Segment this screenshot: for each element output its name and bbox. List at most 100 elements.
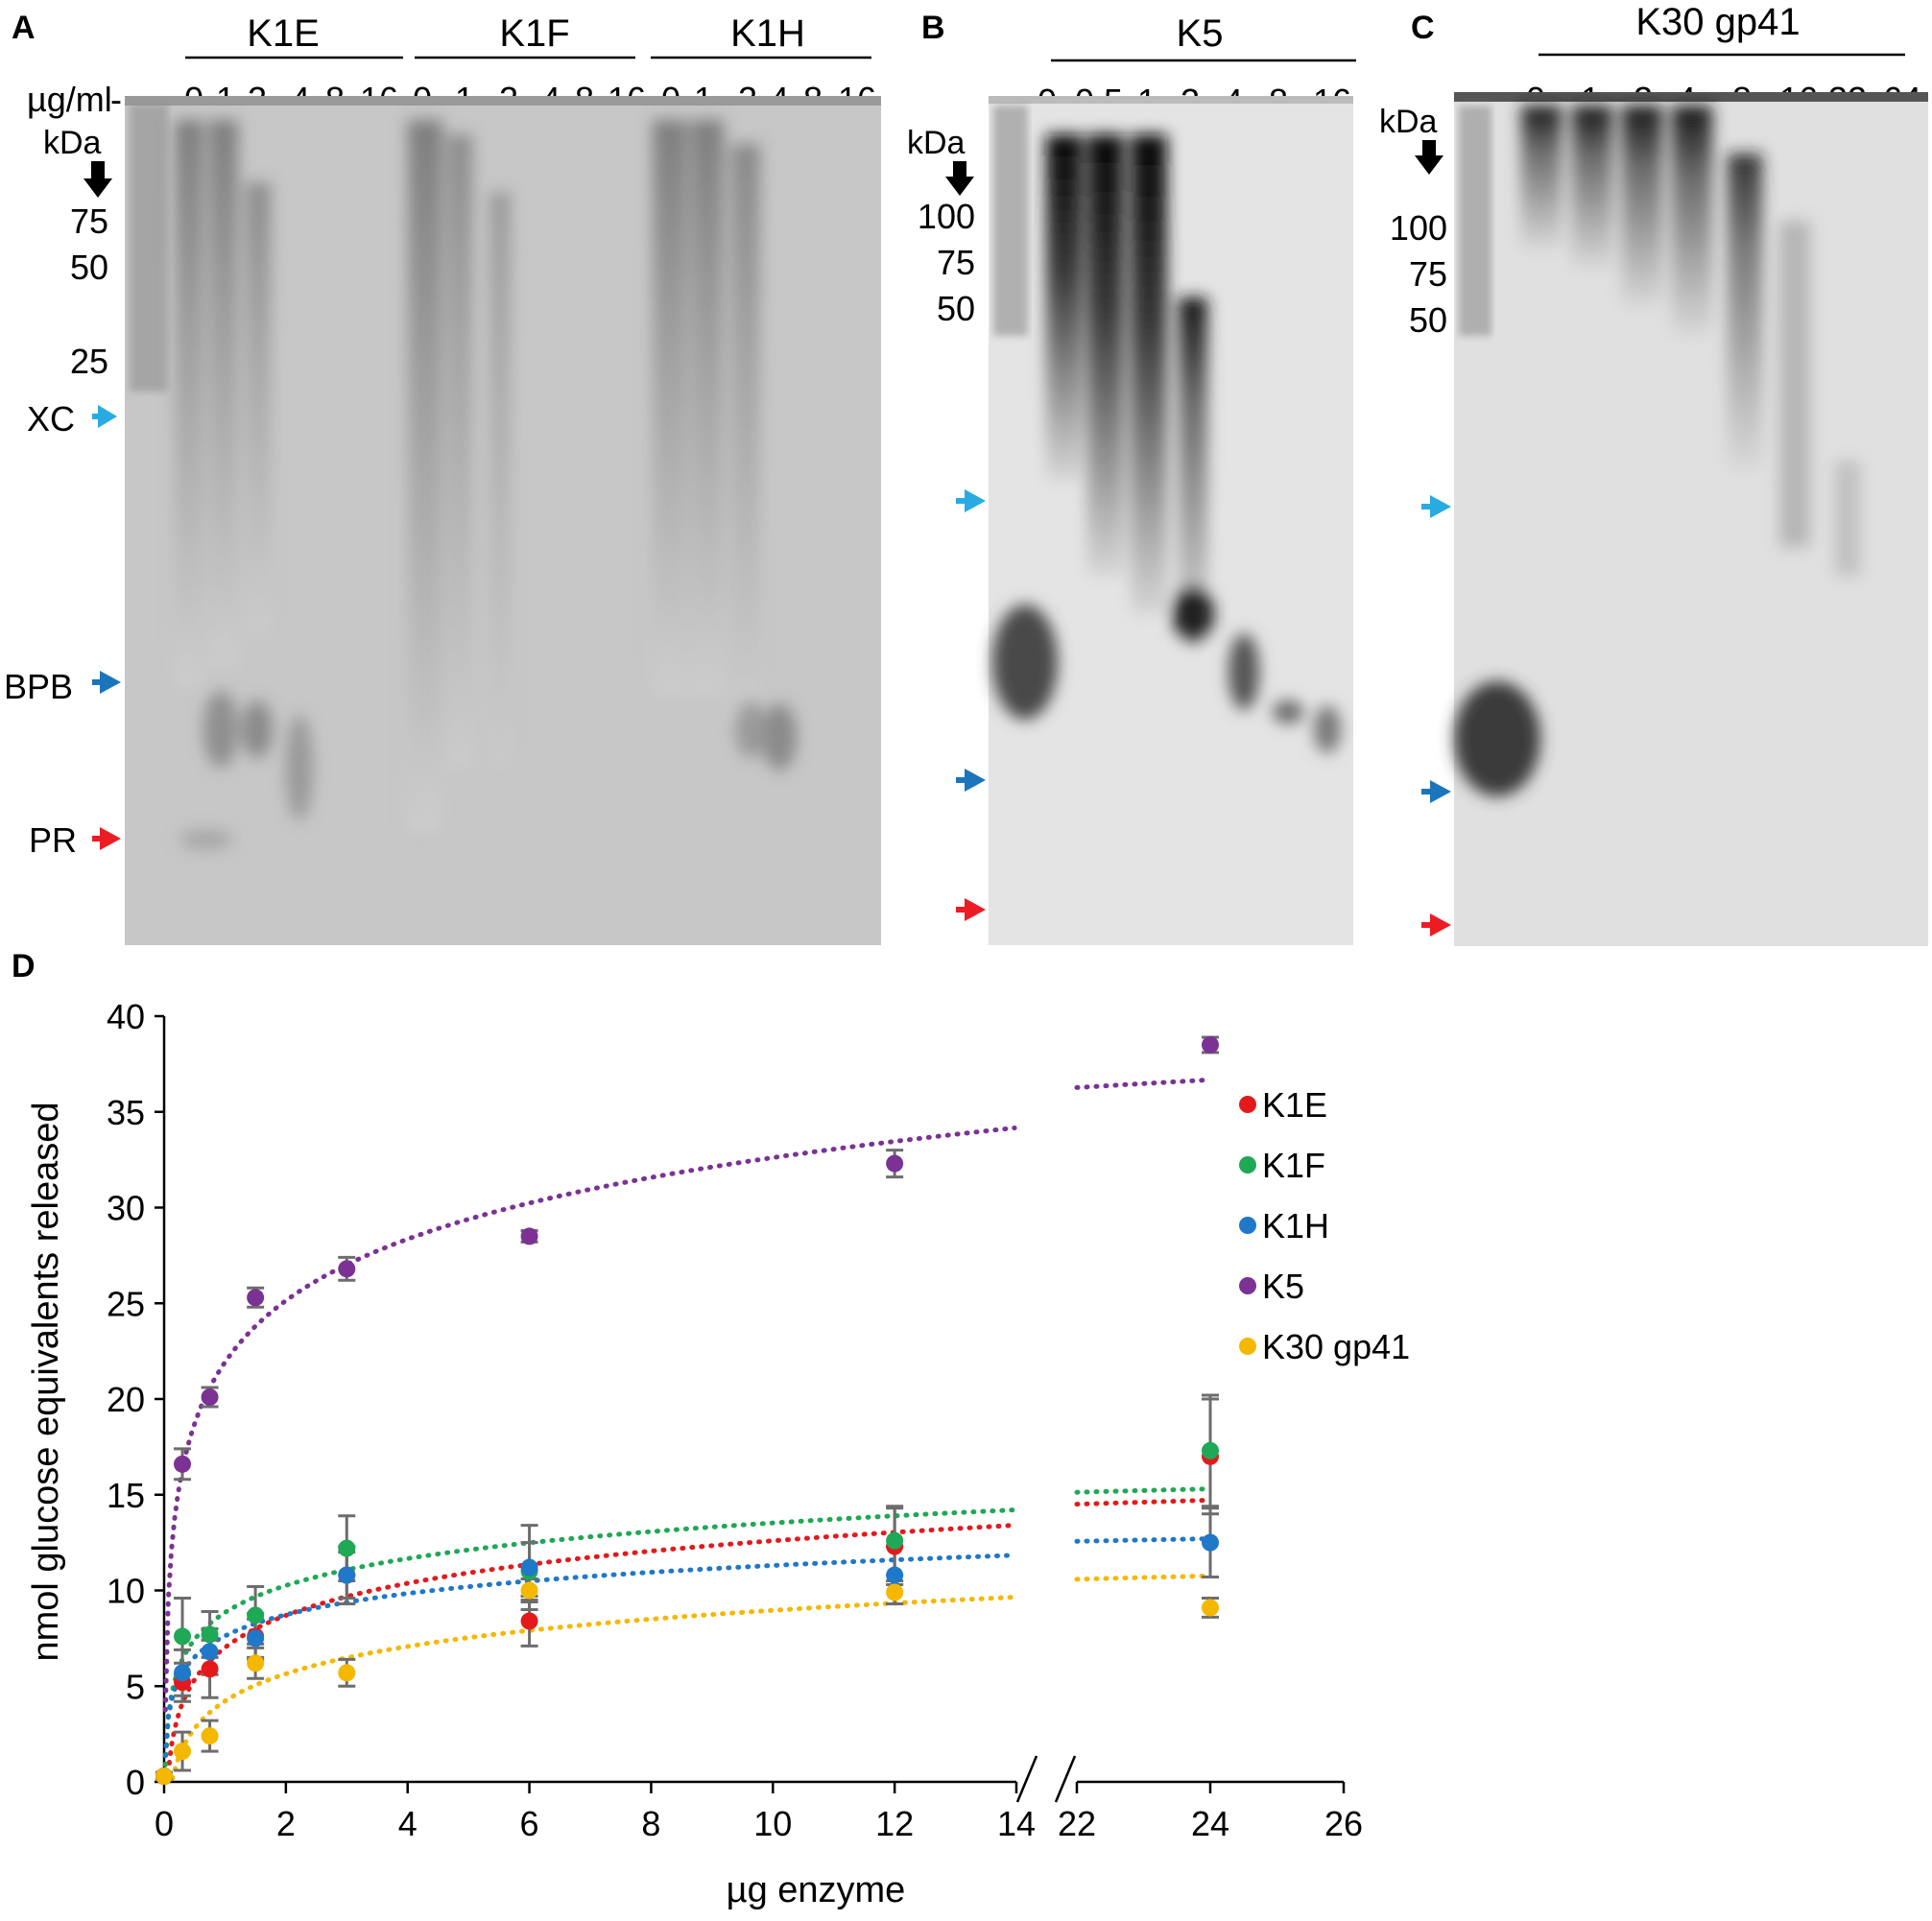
arrow-down-icon [83,161,112,198]
marker-label: 100 [918,197,975,236]
legend-label-k30: K30 gp41 [1262,1327,1410,1366]
data-point [886,1531,904,1550]
trendline [162,1507,1017,1767]
marker-label: 25 [70,342,108,381]
unit-label: µg/ml [27,80,112,119]
data-point [520,1581,538,1600]
panel-b-letter: B [921,10,945,46]
data-point [155,1767,173,1786]
data-point [338,1664,356,1682]
group-k1f-label: K1F [499,12,569,55]
x-tick-label: 12 [875,1804,914,1843]
data-point [174,1664,192,1682]
legend-label-k5: K5 [1262,1267,1304,1306]
x-tick-label: 0 [155,1804,174,1843]
legend-marker-k1f [1239,1156,1256,1174]
trendline [1074,1536,1213,1544]
data-point [174,1627,192,1646]
unit-dash: - [110,80,122,119]
trendlines [162,1077,1213,1785]
trendline [1074,1497,1213,1507]
data-point [1202,1035,1219,1054]
legend-marker-k1e [1239,1096,1256,1113]
data-point [520,1227,538,1245]
group-k30-label: K30 gp41 [1635,1,1800,43]
marker-label: 50 [70,248,108,287]
panel-d-letter: D [12,948,36,984]
y-tick-label: 15 [107,1476,145,1515]
x-tick-label: 2 [276,1804,296,1843]
x-tick-label: 24 [1191,1804,1229,1843]
legend: K1E K1F K1H K5 K30 gp41 [1239,1085,1410,1366]
marker-label: 75 [1409,254,1447,294]
trendline [1074,1573,1213,1582]
error-bars [155,1035,1219,1782]
data-point [1202,1533,1219,1552]
y-axis-label: nmol glucose equivalents released [26,1102,66,1661]
trendline [1074,1077,1213,1090]
marker-label: 50 [937,289,975,328]
y-tick-label: 30 [107,1189,145,1228]
x-tick-label: 26 [1324,1804,1363,1843]
trendline [1074,1486,1213,1495]
group-k5-label: K5 [1177,12,1224,55]
data-point [886,1154,904,1173]
x-tick-label: 14 [997,1804,1036,1843]
marker-label: 75 [937,243,975,282]
arrow-right-icon [92,405,117,428]
data-point [520,1558,538,1577]
x-tick-label: 8 [641,1804,660,1843]
data-point [338,1539,356,1557]
y-tick-label: 20 [107,1380,145,1419]
marker-label: 100 [1390,208,1447,248]
data-point [520,1612,538,1630]
legend-label-k1e: K1E [1262,1085,1327,1125]
arrow-right-icon [92,827,121,850]
y-tick-label: 5 [126,1667,145,1706]
data-point [201,1388,219,1407]
axis-break-mark [1054,1755,1077,1803]
arrow-right-icon [1421,495,1451,518]
gel-b [989,96,1353,945]
y-tick-label: 0 [126,1763,145,1802]
dye-label-bpb: BPB [4,667,73,706]
panel-c-letter: C [1411,10,1435,46]
arrow-right-icon [1421,913,1451,937]
legend-marker-k30 [1239,1338,1256,1355]
data-point [1202,1441,1219,1459]
data-point [201,1660,219,1678]
panel-a-letter: A [12,10,36,46]
trendline [162,1553,1017,1759]
legend-marker-k1h [1239,1217,1256,1234]
x-tick-label: 10 [753,1804,792,1843]
x-axis-label: µg enzyme [727,1870,906,1910]
data-point [201,1643,219,1661]
y-tick-label: 25 [107,1284,145,1323]
data-point [886,1566,904,1584]
legend-marker-k5 [1239,1277,1256,1294]
data-points [155,1035,1219,1786]
data-point [247,1289,265,1307]
trendline [162,1126,1017,1713]
dye-label-pr: PR [29,820,77,860]
legend-label-k1h: K1H [1262,1206,1329,1245]
kda-label: kDa [1379,104,1438,140]
y-tick-label: 40 [107,997,145,1036]
data-point [886,1583,904,1601]
data-point [247,1629,265,1648]
data-point [1202,1599,1219,1617]
y-tick-label: 35 [107,1093,145,1132]
data-point [174,1455,192,1473]
arrow-down-icon [945,161,974,196]
data-point [201,1727,219,1745]
data-point [247,1654,265,1672]
group-k1e-label: K1E [247,12,320,55]
kda-label: kDa [43,125,102,161]
data-point [201,1625,219,1644]
arrow-right-icon [956,898,986,921]
marker-label: 75 [70,202,108,241]
kda-label: kDa [907,125,966,161]
